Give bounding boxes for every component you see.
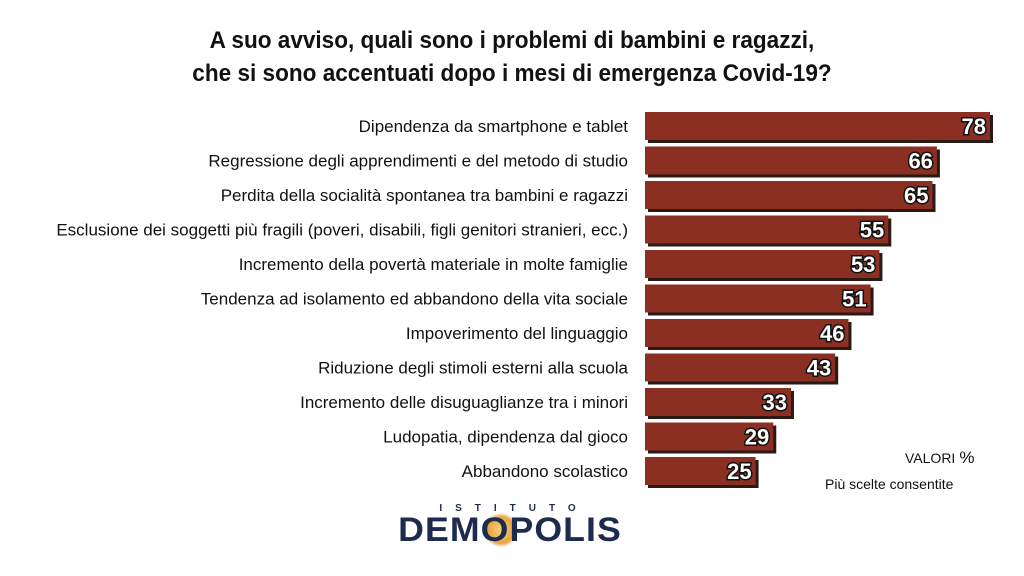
- category-label: Tendenza ad isolamento ed abbandono dell…: [201, 290, 628, 309]
- bar: [645, 457, 756, 485]
- bar: [645, 215, 889, 244]
- values-note: VALORI%: [905, 448, 974, 468]
- bar: [645, 319, 849, 347]
- bar: [645, 181, 933, 209]
- chart-title-line-2: che si sono accentuati dopo i mesi di em…: [192, 60, 832, 87]
- bar: [645, 112, 990, 140]
- value-label: 43: [807, 356, 831, 381]
- category-label: Riduzione degli stimoli esterni alla scu…: [318, 359, 628, 378]
- value-label: 55: [860, 218, 884, 243]
- chart-title: A suo avviso, quali sono i problemi di b…: [31, 24, 994, 90]
- bar: [645, 422, 774, 451]
- category-label: Ludopatia, dipendenza dal gioco: [383, 428, 628, 447]
- bar: [645, 353, 836, 382]
- category-label: Esclusione dei soggetti più fragili (pov…: [56, 221, 628, 240]
- logo-istituto-text: ISTITUTO: [439, 503, 589, 514]
- bar: [645, 284, 871, 313]
- value-label: 33: [762, 390, 786, 415]
- percent-sign: %: [959, 448, 975, 467]
- category-label: Incremento delle disuguaglianze tra i mi…: [300, 393, 628, 412]
- value-label: 51: [842, 287, 866, 312]
- category-label: Impoverimento del linguaggio: [406, 324, 628, 343]
- bar: [645, 250, 880, 278]
- value-label: 65: [904, 183, 928, 208]
- chart-title-line-1: A suo avviso, quali sono i problemi di b…: [209, 27, 815, 54]
- value-label: 46: [820, 321, 844, 346]
- bar: [645, 388, 791, 416]
- values-note-label: VALORI: [905, 450, 956, 466]
- value-label: 25: [727, 459, 751, 484]
- value-label: 29: [745, 425, 769, 450]
- multiple-choice-note: Più scelte consentite: [825, 476, 954, 492]
- category-label: Dipendenza da smartphone e tablet: [359, 117, 629, 136]
- category-label: Abbandono scolastico: [462, 462, 628, 481]
- category-label: Perdita della socialità spontanea tra ba…: [221, 186, 628, 205]
- logo-demopolis-text: DEMOPOLIS: [398, 511, 622, 549]
- value-label: 53: [851, 252, 875, 277]
- value-label: 78: [962, 114, 986, 139]
- value-label: 66: [908, 149, 932, 174]
- demopolis-logo: ISTITUTO DEMOPOLIS: [380, 503, 640, 559]
- category-label: Regressione degli apprendimenti e del me…: [208, 152, 628, 171]
- bar: [645, 146, 937, 175]
- category-label: Incremento della povertà materiale in mo…: [239, 255, 628, 274]
- bars-layer: Dipendenza da smartphone e tablet 78 Regre…: [56, 112, 993, 488]
